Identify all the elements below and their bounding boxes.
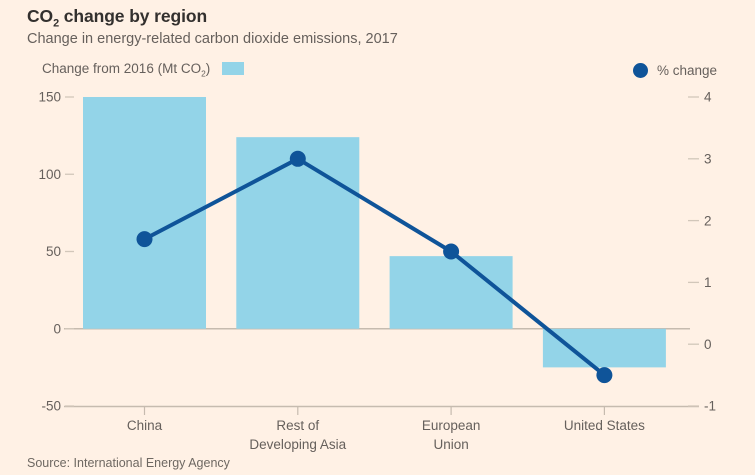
category-label-united-states: United States xyxy=(564,418,645,433)
category-label-european-union: European xyxy=(422,418,481,433)
category-label-china: China xyxy=(127,418,163,433)
right-axis-label: 4 xyxy=(704,90,712,105)
source-note: Source: International Energy Agency xyxy=(27,456,230,470)
left-axis-label: 0 xyxy=(53,321,61,336)
legend-line-label: % change xyxy=(656,63,717,78)
title-text-suffix: change by region xyxy=(59,6,208,26)
legend-bar-series: Change from 2016 (Mt CO2) xyxy=(42,61,245,79)
legend-line-series: % change xyxy=(632,63,717,78)
category-label-rest-of-developing-asia: Developing Asia xyxy=(249,437,346,452)
point-european-union xyxy=(443,243,460,260)
right-axis-label: 3 xyxy=(704,152,712,167)
line-series-dot-icon xyxy=(632,63,648,78)
category-label-rest-of-developing-asia: Rest of xyxy=(276,418,319,433)
right-axis-label: -1 xyxy=(704,399,716,414)
legend-bar-label-suffix: ) xyxy=(205,61,211,76)
left-axis-label: -50 xyxy=(41,399,61,414)
right-axis-label: 1 xyxy=(704,275,712,290)
left-axis-label: 100 xyxy=(38,167,61,182)
bar-united-states xyxy=(542,328,666,368)
bar-china xyxy=(83,97,206,329)
pct-change-line xyxy=(142,156,607,378)
bar-european-union xyxy=(389,256,513,329)
chart-subtitle: Change in energy-related carbon dioxide … xyxy=(27,31,398,47)
title-text: CO xyxy=(27,6,54,26)
legend-bar-label-text: Change from 2016 (Mt CO xyxy=(42,61,202,76)
legend-bar-label-subscript: 2 xyxy=(201,68,206,79)
left-axis-label: 50 xyxy=(46,244,61,259)
title-subscript: 2 xyxy=(53,17,59,30)
left-axis-label: 150 xyxy=(38,90,61,105)
right-axis-label: 0 xyxy=(704,337,712,352)
bar-rest-of-developing-asia xyxy=(236,137,360,329)
legend-bar-label: Change from 2016 (Mt CO2) xyxy=(42,61,211,79)
point-rest-of-developing-asia xyxy=(289,150,306,167)
point-china xyxy=(136,231,153,248)
category-label-european-union: Union xyxy=(433,437,468,452)
point-united-states xyxy=(596,367,613,384)
page-title: CO2 change by region xyxy=(27,6,208,30)
bar-series-swatch-icon xyxy=(222,62,245,75)
right-axis-label: 2 xyxy=(704,213,712,228)
